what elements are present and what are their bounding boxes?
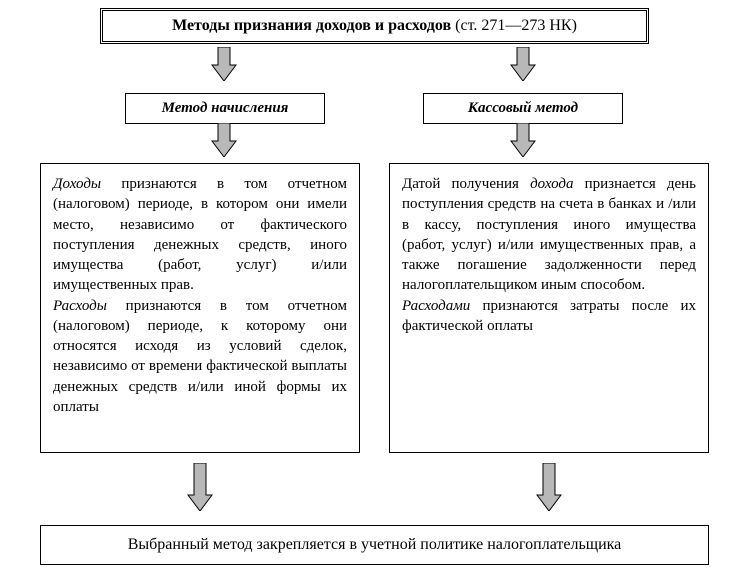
desc-left-p2-text: признаются в том отчетном (налоговом) пе… [53,298,347,415]
desc-right-box: Датой получения дохода призна­ется день … [389,163,709,453]
method-right-label: Кассовый метод [468,100,578,116]
method-left-label: Метод начисления [162,100,289,116]
title-rest: (ст. 271—273 НК) [451,17,577,34]
desc-right-p1-pre: Датой получения [402,176,530,192]
method-right-box: Кассовый метод [423,93,623,124]
desc-left-p1: Доходы признаются в том отчетном (налого… [53,174,347,296]
desc-left-p1-em: Доходы [53,176,101,192]
arrow-down-icon [509,47,537,81]
arrow-down-icon [210,123,238,157]
footer-box: Выбранный метод закрепляется в учетной п… [40,525,709,565]
title-box: Методы признания доходов и расходов (ст.… [100,8,649,44]
desc-right-p1-post: призна­ется день поступления средств на … [402,176,696,293]
desc-right-p2: Расходами признаются затраты после их фа… [402,296,696,337]
arrow-down-icon [186,463,214,511]
desc-right-p1-em: дохода [530,176,573,192]
desc-left-p2: Расходы признаются в том отчетном (налог… [53,296,347,418]
arrow-down-icon [509,123,537,157]
method-left-box: Метод начисления [125,93,325,124]
desc-right-p2-em: Расходами [402,298,470,314]
arrow-down-icon [535,463,563,511]
desc-left-p2-em: Расходы [53,298,107,314]
desc-left-p1-text: признаются в том отчетном (налоговом) пе… [53,176,347,293]
title-bold: Методы признания доходов и расходов [172,17,451,34]
desc-left-box: Доходы признаются в том отчетном (налого… [40,163,360,453]
arrow-down-icon [210,47,238,81]
footer-text: Выбранный метод закрепляется в учетной п… [128,536,622,553]
desc-right-p1: Датой получения дохода призна­ется день … [402,174,696,296]
